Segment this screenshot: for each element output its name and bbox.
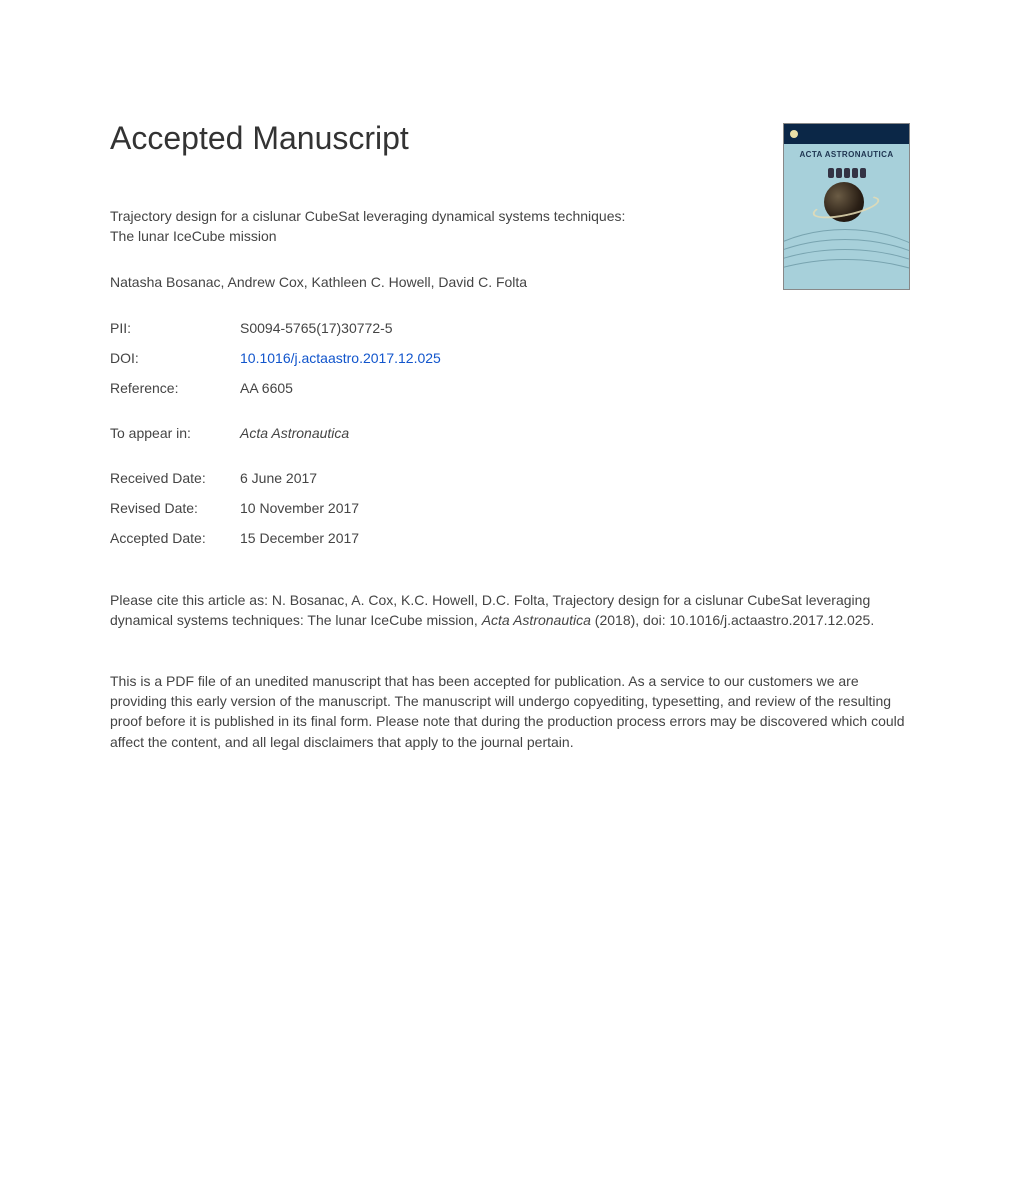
article-title-line1: Trajectory design for a cislunar CubeSat… <box>110 208 625 224</box>
metadata-table: PII: S0094-5765(17)30772-5 DOI: 10.1016/… <box>110 320 910 546</box>
meta-label-received: Received Date: <box>110 470 240 486</box>
meta-value-received: 6 June 2017 <box>240 470 317 486</box>
cover-figures-band <box>784 168 909 180</box>
article-title: Trajectory design for a cislunar CubeSat… <box>110 207 750 246</box>
cover-figure-icon <box>836 168 842 178</box>
cover-figure-icon <box>860 168 866 178</box>
meta-label-revised: Revised Date: <box>110 500 240 516</box>
meta-value-accepted: 15 December 2017 <box>240 530 359 546</box>
doi-link[interactable]: 10.1016/j.actaastro.2017.12.025 <box>240 350 441 366</box>
disclaimer-text: This is a PDF file of an unedited manusc… <box>110 671 910 752</box>
cover-logo-dot <box>790 130 798 138</box>
meta-row-pii: PII: S0094-5765(17)30772-5 <box>110 320 910 336</box>
meta-row-received: Received Date: 6 June 2017 <box>110 470 910 486</box>
meta-label-pii: PII: <box>110 320 240 336</box>
meta-label-doi: DOI: <box>110 350 240 366</box>
citation-text: Please cite this article as: N. Bosanac,… <box>110 590 910 631</box>
meta-row-accepted: Accepted Date: 15 December 2017 <box>110 530 910 546</box>
meta-value-reference: AA 6605 <box>240 380 293 396</box>
meta-value-pii: S0094-5765(17)30772-5 <box>240 320 393 336</box>
meta-value-appearin: Acta Astronautica <box>240 425 349 441</box>
journal-cover-thumbnail: ACTA ASTRONAUTICA <box>783 123 910 290</box>
cover-journal-title: ACTA ASTRONAUTICA <box>784 150 909 159</box>
meta-value-revised: 10 November 2017 <box>240 500 359 516</box>
cover-arc-line <box>783 259 910 290</box>
article-title-line2: The lunar IceCube mission <box>110 228 277 244</box>
meta-label-accepted: Accepted Date: <box>110 530 240 546</box>
meta-label-appearin: To appear in: <box>110 425 240 441</box>
meta-row-appearin: To appear in: Acta Astronautica <box>110 425 910 441</box>
meta-row-doi: DOI: 10.1016/j.actaastro.2017.12.025 <box>110 350 910 366</box>
meta-label-reference: Reference: <box>110 380 240 396</box>
cover-figure-icon <box>852 168 858 178</box>
meta-row-revised: Revised Date: 10 November 2017 <box>110 500 910 516</box>
citation-journal: Acta Astronautica <box>482 612 591 628</box>
meta-value-doi: 10.1016/j.actaastro.2017.12.025 <box>240 350 441 366</box>
cover-figure-icon <box>828 168 834 178</box>
citation-suffix: (2018), doi: 10.1016/j.actaastro.2017.12… <box>591 612 874 628</box>
meta-row-reference: Reference: AA 6605 <box>110 380 910 396</box>
cover-figure-icon <box>844 168 850 178</box>
cover-header-bar <box>784 124 909 144</box>
manuscript-page: ACTA ASTRONAUTICA Accepted Manuscript Tr… <box>0 0 1020 812</box>
